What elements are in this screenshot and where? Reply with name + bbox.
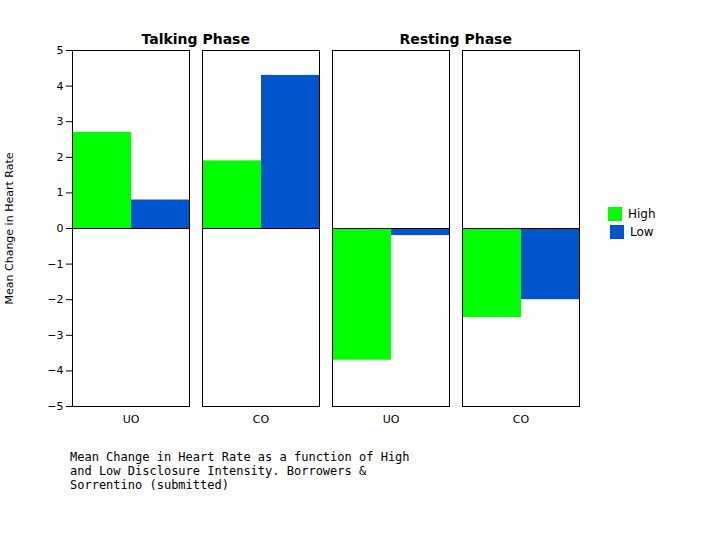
svg-text:−2: −2 [47, 293, 63, 306]
html-text:High: High [628, 206, 656, 221]
svg-text:0: 0 [57, 222, 64, 235]
svg-text:3: 3 [57, 115, 64, 128]
svg-text:−1: −1 [47, 258, 63, 271]
html-text:Low: Low [630, 224, 654, 239]
svg-text:−5: −5 [47, 400, 63, 413]
svg-text:CO: CO [513, 413, 530, 426]
svg-text:UO: UO [383, 413, 400, 426]
svg-text:2: 2 [57, 151, 64, 164]
svg-text:Talking Phase: Talking Phase [141, 31, 249, 47]
svg-text:Resting Phase: Resting Phase [399, 31, 511, 47]
svg-text:UO: UO [123, 413, 140, 426]
svg-text:5: 5 [57, 44, 64, 57]
svg-text:−3: −3 [47, 329, 63, 342]
svg-text:4: 4 [57, 80, 64, 93]
html-text:Mean Change in Heart Rate as a: Mean Change in Heart Rate as a function … [70, 450, 410, 492]
svg-text:−4: −4 [47, 364, 63, 377]
svg-text:CO: CO [253, 413, 270, 426]
svg-text:Mean Change in Heart Rate: Mean Change in Heart Rate [3, 152, 16, 304]
svg-text:1: 1 [57, 186, 64, 199]
